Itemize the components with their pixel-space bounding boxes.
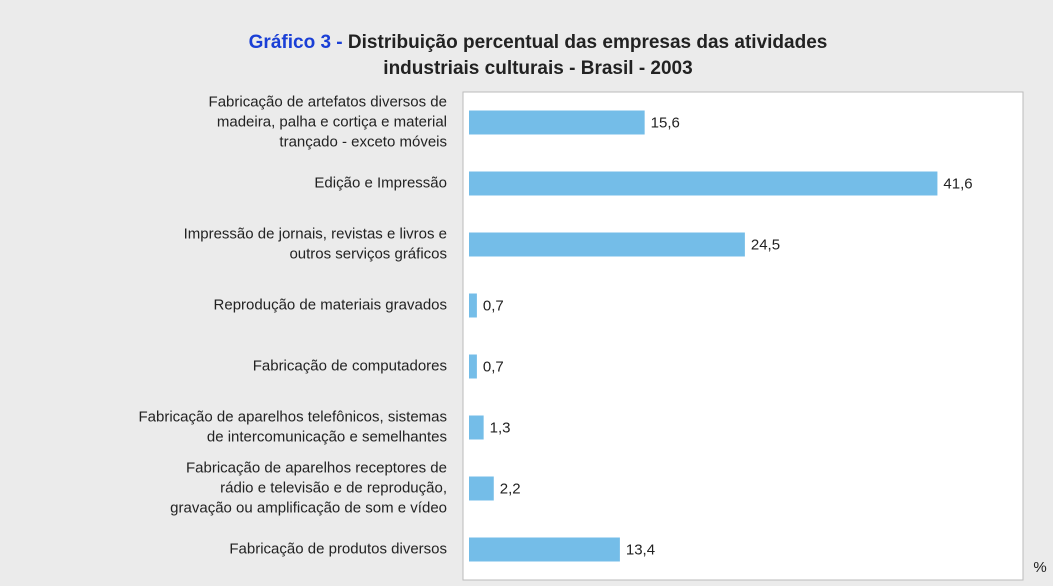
title-line: Distribuição percentual das empresas das… [348,32,827,53]
y-tick-label: Fabricação de aparelhos telefônicos, sis… [139,408,448,425]
y-tick-label: madeira, palha e cortiça e material [217,113,447,130]
bar [469,537,620,562]
y-tick-label: rádio e televisão e de reprodução, [220,479,447,496]
y-tick-label: Fabricação de computadores [253,357,447,374]
y-tick-label: outros serviços gráficos [289,245,447,262]
value-label: 13,4 [626,541,655,558]
bar [469,110,645,135]
value-label: 1,3 [490,419,511,436]
y-tick-label: Fabricação de produtos diversos [229,540,447,557]
y-tick-label: Reprodução de materiais gravados [214,296,447,313]
value-label: 2,2 [500,480,521,497]
bar [469,354,477,379]
y-tick-label: trançado - exceto móveis [279,133,447,150]
value-label: 0,7 [483,358,504,375]
chart-title: Gráfico 3 - Distribuição percentual das … [249,32,828,53]
y-tick-label: de intercomunicação e semelhantes [207,428,447,445]
value-label: 24,5 [751,236,780,253]
y-tick-label: Fabricação de artefatos diversos de [209,93,447,110]
bar [469,293,477,318]
value-label: 15,6 [651,114,680,131]
value-label: 41,6 [943,175,972,192]
y-tick-label: Fabricação de aparelhos receptores de [186,459,447,476]
bar [469,232,745,257]
y-tick-label: gravação ou amplificação de som e vídeo [170,499,447,516]
bar [469,171,938,196]
chart-title: industriais culturais - Brasil - 2003 [383,58,692,79]
x-axis-label: % [1033,559,1046,576]
y-tick-label: Edição e Impressão [314,174,447,191]
bar [469,415,484,440]
y-tick-label: Impressão de jornais, revistas e livros … [184,225,447,242]
bar [469,476,494,501]
value-label: 0,7 [483,297,504,314]
plot-area [462,91,1024,581]
title-prefix: Gráfico 3 - [249,32,343,53]
